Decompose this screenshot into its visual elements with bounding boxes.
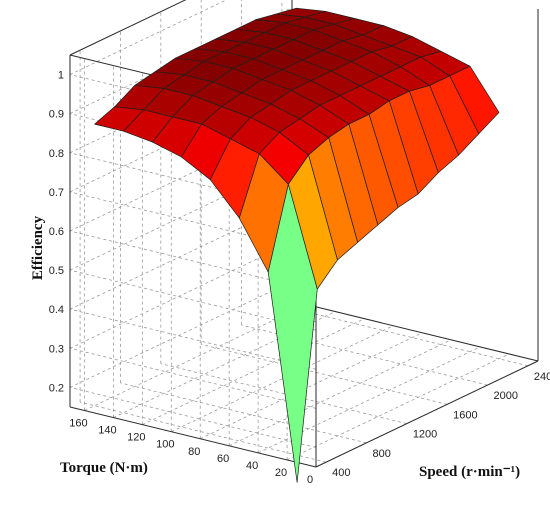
grid-line-torque-floor	[200, 332, 423, 440]
tick-labels: 0.2 0.3 0.4 0.5 0.6 0.7 0.8 0.9 1 0 20 40 60 80 100 120…	[49, 70, 550, 486]
torque-tick-label: 0	[307, 474, 313, 486]
speed-tick-label: 1600	[453, 409, 477, 421]
grid-line-speed-floor	[120, 382, 367, 444]
torque-tick-label: 100	[156, 439, 174, 451]
grid-line-torque-floor	[171, 325, 394, 433]
speed-tick-label: 400	[332, 467, 350, 479]
x-axis-label: Speed (r·min⁻¹)	[419, 464, 520, 480]
grid-line-speed-floor	[201, 343, 448, 405]
z-tick-label: 0.9	[49, 109, 64, 121]
surface-layer	[94, 7, 500, 483]
y-axis-label: Torque (N·m)	[60, 460, 148, 476]
z-tick-label: 0.6	[49, 226, 64, 238]
grid-line-z-right	[69, 281, 293, 388]
grid-line-z-left	[69, 387, 317, 448]
box-edge	[69, 0, 187, 56]
grid-line-speed-floor	[79, 401, 327, 463]
grid-line-speed-floor	[160, 363, 407, 425]
z-tick-label: 0.8	[49, 148, 64, 160]
z-tick-label: 0.2	[49, 382, 64, 394]
grid-line-torque-floor	[142, 318, 365, 426]
speed-tick-label: 1200	[413, 429, 437, 441]
torque-tick-label: 20	[275, 467, 287, 479]
box-edge	[69, 406, 317, 468]
torque-tick-label: 120	[127, 432, 145, 444]
torque-tick-label: 140	[98, 425, 116, 437]
z-tick-label: 1	[58, 70, 64, 82]
grid-line-torque-floor	[286, 353, 510, 461]
grid-line-z-left	[69, 308, 317, 370]
z-tick-label: 0.7	[49, 187, 64, 199]
z-tick-label: 0.3	[49, 343, 64, 355]
torque-tick-label: 60	[217, 453, 229, 465]
torque-tick-label: 80	[188, 446, 200, 458]
grid-line-torque-floor	[257, 346, 481, 454]
grid-line-z-right	[69, 241, 293, 349]
torque-tick-label: 160	[69, 418, 87, 430]
z-tick-label: 0.4	[49, 304, 64, 316]
box-edge	[315, 360, 539, 468]
grid-line-torque-floor	[84, 304, 307, 411]
torque-tick-label: 40	[246, 460, 258, 472]
speed-tick-label: 800	[372, 448, 390, 460]
grid-line-z-left	[69, 347, 317, 409]
speed-tick-label: 2000	[494, 390, 518, 402]
grid-line-torque-floor	[229, 339, 452, 447]
grid-line-speed-floor	[281, 305, 529, 367]
box-edge	[291, 300, 539, 362]
speed-tick-label: 2400	[534, 371, 550, 383]
z-tick-label: 0.5	[49, 265, 64, 277]
surface-facet	[449, 65, 500, 135]
z-axis-label: Efficiency	[30, 215, 46, 280]
